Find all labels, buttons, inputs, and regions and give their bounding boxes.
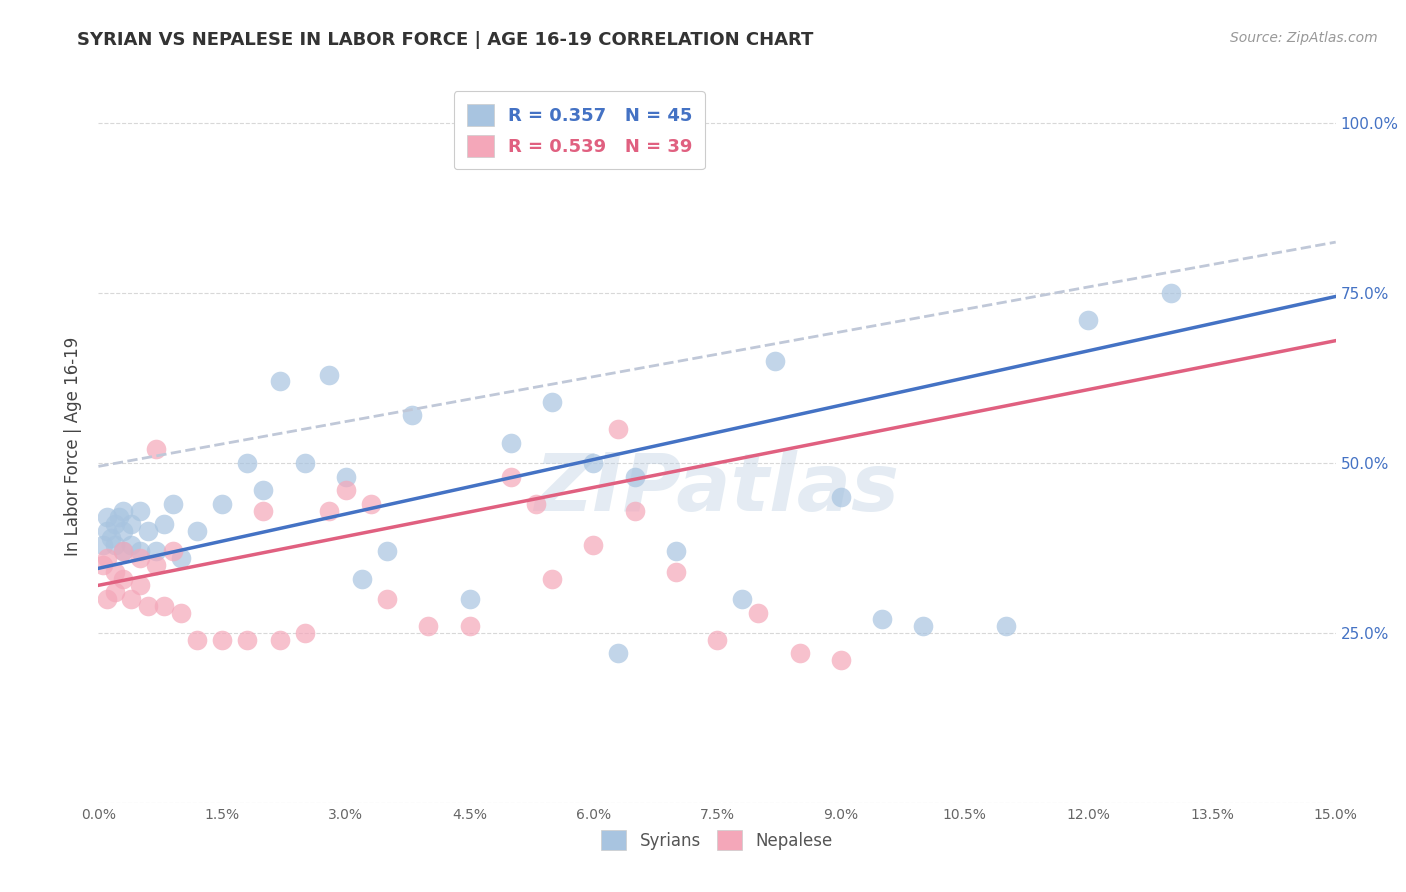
Text: Source: ZipAtlas.com: Source: ZipAtlas.com	[1230, 31, 1378, 45]
Point	[162, 544, 184, 558]
Point	[375, 591, 398, 606]
Point	[541, 572, 564, 586]
Point	[294, 456, 316, 470]
Point	[607, 646, 630, 660]
Point	[112, 503, 135, 517]
Point	[153, 599, 176, 613]
Point	[994, 619, 1017, 633]
Point	[318, 503, 340, 517]
Point	[352, 572, 374, 586]
Point	[335, 469, 357, 483]
Point	[830, 653, 852, 667]
Point	[108, 510, 131, 524]
Point	[162, 497, 184, 511]
Point	[401, 409, 423, 423]
Point	[236, 456, 259, 470]
Point	[128, 544, 150, 558]
Point	[120, 591, 142, 606]
Point	[128, 578, 150, 592]
Point	[145, 558, 167, 572]
Point	[136, 599, 159, 613]
Point	[623, 503, 645, 517]
Point	[870, 612, 893, 626]
Point	[418, 619, 440, 633]
Point	[458, 591, 481, 606]
Point	[912, 619, 935, 633]
Point	[763, 354, 786, 368]
Point	[104, 537, 127, 551]
Point	[186, 524, 208, 538]
Point	[607, 422, 630, 436]
Point	[136, 524, 159, 538]
Point	[665, 565, 688, 579]
Point	[269, 632, 291, 647]
Y-axis label: In Labor Force | Age 16-19: In Labor Force | Age 16-19	[65, 336, 83, 556]
Point	[104, 565, 127, 579]
Point	[153, 517, 176, 532]
Point	[112, 544, 135, 558]
Point	[335, 483, 357, 498]
Point	[96, 551, 118, 566]
Point	[96, 510, 118, 524]
Point	[789, 646, 811, 660]
Point	[499, 469, 522, 483]
Point	[100, 531, 122, 545]
Text: SYRIAN VS NEPALESE IN LABOR FORCE | AGE 16-19 CORRELATION CHART: SYRIAN VS NEPALESE IN LABOR FORCE | AGE …	[77, 31, 814, 49]
Point	[458, 619, 481, 633]
Point	[582, 456, 605, 470]
Point	[170, 551, 193, 566]
Point	[186, 632, 208, 647]
Point	[145, 544, 167, 558]
Point	[104, 585, 127, 599]
Point	[104, 517, 127, 532]
Point	[541, 394, 564, 409]
Point	[112, 572, 135, 586]
Legend: Syrians, Nepalese: Syrians, Nepalese	[593, 822, 841, 859]
Point	[375, 544, 398, 558]
Point	[252, 503, 274, 517]
Point	[582, 537, 605, 551]
Point	[211, 497, 233, 511]
Point	[128, 551, 150, 566]
Point	[1160, 286, 1182, 301]
Point	[236, 632, 259, 647]
Point	[211, 632, 233, 647]
Point	[360, 497, 382, 511]
Point	[170, 606, 193, 620]
Point	[706, 632, 728, 647]
Point	[830, 490, 852, 504]
Point	[269, 375, 291, 389]
Point	[524, 497, 547, 511]
Point	[96, 524, 118, 538]
Point	[252, 483, 274, 498]
Point	[294, 626, 316, 640]
Point	[120, 537, 142, 551]
Point	[91, 537, 114, 551]
Point	[318, 368, 340, 382]
Point	[112, 524, 135, 538]
Point	[623, 469, 645, 483]
Point	[96, 591, 118, 606]
Point	[145, 442, 167, 457]
Point	[499, 435, 522, 450]
Point	[112, 544, 135, 558]
Point	[731, 591, 754, 606]
Point	[665, 544, 688, 558]
Point	[1077, 313, 1099, 327]
Point	[128, 503, 150, 517]
Point	[747, 606, 769, 620]
Point	[91, 558, 114, 572]
Text: ZIPatlas: ZIPatlas	[534, 450, 900, 528]
Point	[120, 517, 142, 532]
